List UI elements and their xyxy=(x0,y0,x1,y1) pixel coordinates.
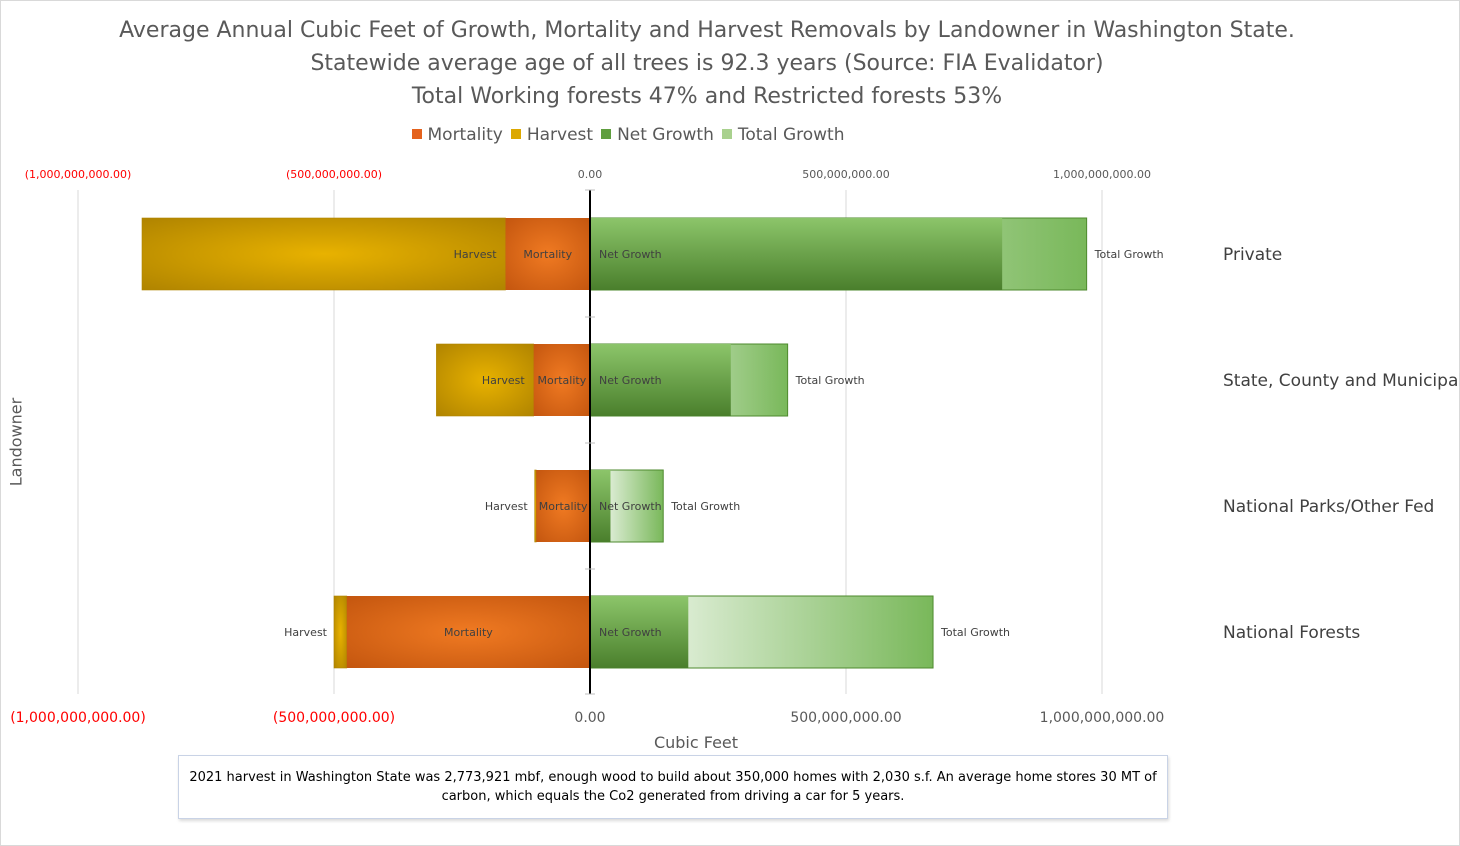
bar-harvest xyxy=(436,343,534,417)
bar-net-growth xyxy=(590,596,689,668)
chart-title-line-1: Average Annual Cubic Feet of Growth, Mor… xyxy=(119,18,1295,43)
legend-swatch xyxy=(721,129,732,139)
x-tick-label-bottom: (500,000,000.00) xyxy=(273,710,395,726)
bar-harvest xyxy=(534,469,537,543)
data-label-total-growth: Total Growth xyxy=(795,374,865,387)
data-label-mortality: Mortality xyxy=(444,626,493,639)
legend-swatch xyxy=(601,129,612,139)
x-tick-label-top: 1,000,000,000.00 xyxy=(1053,168,1151,181)
data-label-harvest: Harvest xyxy=(454,248,498,261)
data-label-total-growth: Total Growth xyxy=(1094,248,1164,261)
x-tick-label-top: 0.00 xyxy=(578,168,603,181)
x-tick-label-top: 500,000,000.00 xyxy=(802,168,889,181)
legend: Mortality Harvest Net Growth Total Growth xyxy=(0,125,1256,145)
category-label: Private xyxy=(1223,245,1282,265)
data-label-total-growth: Total Growth xyxy=(670,500,740,513)
chart-title-line-3: Total Working forests 47% and Restricted… xyxy=(411,84,1003,109)
bar-net-growth xyxy=(590,344,731,416)
chart-title-line-2: Statewide average age of all trees is 92… xyxy=(310,51,1104,76)
data-label-harvest: Harvest xyxy=(284,626,328,639)
data-label-mortality: Mortality xyxy=(523,248,572,261)
bar-harvest xyxy=(333,595,348,669)
bar-harvest xyxy=(141,217,506,291)
note-textbox: 2021 harvest in Washington State was 2,7… xyxy=(178,755,1168,819)
bar-mortality xyxy=(346,596,590,668)
legend-item-total-growth: Total Growth xyxy=(721,125,845,145)
data-label-net-growth: Net Growth xyxy=(599,500,662,513)
bar-mortality xyxy=(536,470,590,542)
legend-label: Total Growth xyxy=(737,125,845,145)
bar-mortality xyxy=(505,218,590,290)
data-label-total-growth: Total Growth xyxy=(940,626,1010,639)
x-tick-label-top: (500,000,000.00) xyxy=(286,168,382,181)
data-label-mortality: Mortality xyxy=(537,374,586,387)
x-tick-label-bottom: (1,000,000,000.00) xyxy=(10,710,146,726)
bar-net-growth xyxy=(590,470,611,542)
legend-item-net-growth: Net Growth xyxy=(601,125,714,145)
x-tick-label-bottom: 500,000,000.00 xyxy=(790,710,901,726)
data-label-net-growth: Net Growth xyxy=(599,626,662,639)
category-label: National Parks/Other Fed xyxy=(1223,497,1434,517)
data-label-harvest: Harvest xyxy=(485,500,529,513)
legend-item-harvest: Harvest xyxy=(510,125,594,145)
bar-mortality xyxy=(533,344,590,416)
legend-swatch xyxy=(411,129,422,139)
legend-label: Mortality xyxy=(427,125,503,145)
category-label: National Forests xyxy=(1223,623,1360,643)
x-tick-label-top: (1,000,000,000.00) xyxy=(25,168,132,181)
data-label-net-growth: Net Growth xyxy=(599,374,662,387)
legend-swatch xyxy=(510,129,521,139)
bar-net-growth xyxy=(590,218,1003,290)
data-label-net-growth: Net Growth xyxy=(599,248,662,261)
legend-label: Net Growth xyxy=(617,125,714,145)
data-label-mortality: Mortality xyxy=(539,500,588,513)
y-axis-title: Landowner xyxy=(6,397,26,487)
x-axis-title: Cubic Feet xyxy=(653,733,739,752)
category-label: State, County and Municipal xyxy=(1223,371,1460,391)
legend-item-mortality: Mortality xyxy=(411,125,503,145)
data-label-harvest: Harvest xyxy=(482,374,526,387)
x-tick-label-bottom: 0.00 xyxy=(574,710,605,726)
legend-label: Harvest xyxy=(526,125,594,145)
x-tick-label-bottom: 1,000,000,000.00 xyxy=(1040,710,1165,726)
